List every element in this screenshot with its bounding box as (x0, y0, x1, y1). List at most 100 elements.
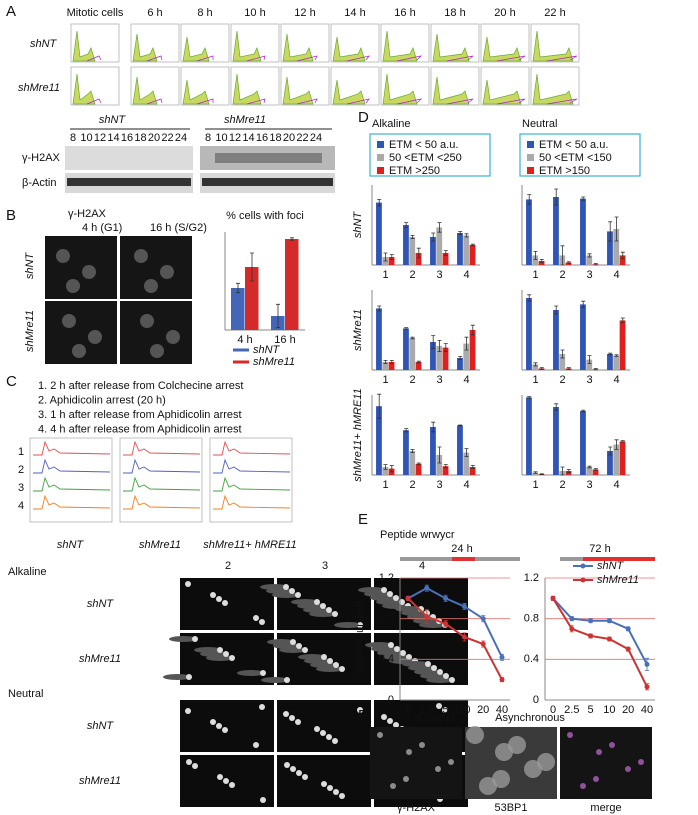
x-tick-label: 2 (409, 269, 415, 281)
error-bar (608, 221, 613, 242)
point (461, 603, 467, 609)
sample-label: shMre11 (139, 539, 181, 551)
chart-title: % cells with foci (226, 210, 304, 222)
error-bar (539, 259, 544, 263)
histogram-trace (546, 98, 578, 105)
x-tick-label: 4 (613, 479, 619, 491)
line (407, 587, 503, 658)
channel-label: 53BP1 (494, 802, 527, 814)
comet-head (283, 584, 289, 590)
histogram-trace (346, 55, 370, 62)
error-bar (470, 465, 475, 469)
bar (586, 467, 593, 475)
bar (607, 354, 613, 370)
comet-head (314, 599, 320, 605)
legend-label: shNT (597, 560, 625, 572)
comet-head (436, 703, 442, 709)
stain-label: γ-H2AX (68, 208, 107, 220)
bar (388, 362, 395, 370)
nucleus (593, 776, 599, 782)
x-tick-label: 4 (613, 374, 619, 386)
line (552, 597, 648, 665)
bar (553, 407, 559, 475)
comet-head (339, 666, 345, 672)
legend-swatch (527, 154, 534, 161)
bar (388, 257, 395, 265)
bar (553, 310, 559, 370)
nucleus (609, 742, 615, 748)
comet-head (381, 714, 387, 720)
y-axis-title: relative survival (354, 601, 366, 677)
comet-tail (163, 674, 191, 680)
comet-head (321, 654, 327, 660)
blot-row-label: β-Actin (22, 177, 56, 189)
timepoint-label: 10 h (244, 7, 265, 19)
row-number: 3 (18, 482, 24, 494)
histogram-trace (346, 98, 370, 105)
y-tick-label: 0.4 (524, 653, 539, 665)
comet-head (381, 587, 387, 593)
comet-head (296, 643, 302, 649)
comet-head (393, 595, 399, 601)
histogram-trace (532, 30, 574, 62)
bar (430, 342, 436, 370)
error-bar (464, 233, 469, 238)
bar (580, 304, 586, 370)
timepoint-label: 18 h (444, 7, 465, 19)
comet-column: 2 (225, 560, 231, 572)
error-bar (527, 194, 532, 205)
channel-label: merge (590, 802, 621, 814)
comet-head (259, 619, 265, 625)
y-axis-title: shMre11 (352, 309, 364, 351)
error-bar (470, 243, 475, 247)
comet-head (289, 715, 295, 721)
panel-label: A (6, 3, 16, 20)
comet-head (357, 707, 363, 713)
comet-head (253, 615, 259, 621)
blot-band (215, 153, 322, 163)
error-bar (377, 393, 382, 419)
comet-head (400, 650, 406, 656)
bar (457, 425, 463, 475)
x-tick-label: 2.5 (419, 704, 434, 716)
nucleus (419, 742, 425, 748)
bar (403, 430, 409, 475)
nucleus (466, 726, 484, 744)
y-tick-label: 0.4 (379, 653, 394, 665)
nucleus (134, 249, 148, 263)
error-bar (404, 327, 409, 330)
x-tick-label: 1 (532, 269, 538, 281)
histogram-trace (146, 98, 163, 105)
x-tick-label: 1 (382, 374, 388, 386)
nucleus (150, 344, 164, 358)
error-bar (416, 247, 421, 259)
point (644, 661, 650, 667)
histogram-trace (132, 76, 158, 105)
x-tick-label: 4 (463, 479, 469, 491)
error-bar (581, 300, 586, 308)
histogram-trace (213, 458, 291, 474)
bar (586, 359, 593, 370)
error-bar (443, 464, 448, 469)
comet-head (327, 785, 333, 791)
line (552, 597, 648, 688)
error-bar (377, 305, 382, 312)
comet-head (327, 658, 333, 664)
y-tick-label: 0 (533, 694, 539, 706)
nucleus (625, 766, 631, 772)
panel-label: D (358, 109, 369, 126)
y-tick-label: 1.2 (379, 572, 394, 584)
error-bar (560, 245, 565, 266)
error-bar (389, 254, 394, 260)
nucleus (88, 330, 102, 344)
error-bar (566, 367, 571, 370)
comet-head (186, 759, 192, 765)
error-bar (458, 356, 463, 360)
point (443, 595, 449, 601)
legend-marker (580, 563, 586, 569)
x-tick-label: 20 (477, 704, 489, 716)
histogram-trace (396, 55, 423, 62)
comet-head (192, 763, 198, 769)
point (644, 684, 650, 690)
legend-swatch (527, 167, 534, 174)
